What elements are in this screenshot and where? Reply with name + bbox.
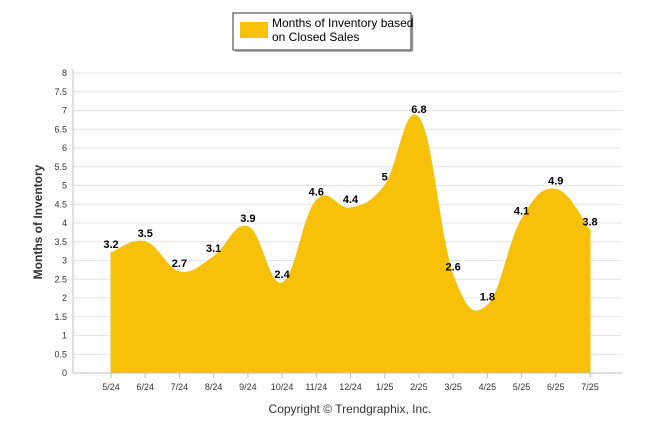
x-tick-label: 6/24 bbox=[136, 382, 154, 392]
y-tick-label: 0.5 bbox=[54, 349, 67, 359]
data-label: 2.4 bbox=[274, 269, 290, 281]
data-label: 4.9 bbox=[548, 175, 563, 187]
y-tick-label: 5 bbox=[62, 181, 67, 191]
data-label: 3.5 bbox=[138, 228, 153, 240]
x-tick-labels: 5/24 6/24 7/24 8/24 9/24 10/24 11/24 12/24 1/25 2… bbox=[102, 382, 599, 392]
y-tick-label: 3.5 bbox=[54, 237, 67, 247]
y-tick-label: 6 bbox=[62, 143, 67, 153]
data-label: 4.4 bbox=[343, 194, 359, 206]
x-tick-label: 9/24 bbox=[239, 382, 257, 392]
y-tick-label: 3 bbox=[62, 256, 67, 266]
x-tick-label: 8/24 bbox=[205, 382, 223, 392]
x-tick-label: 11/24 bbox=[305, 382, 327, 392]
x-tick-label: 5/25 bbox=[513, 382, 531, 392]
legend-label-line-1: Months of Inventory based bbox=[272, 16, 413, 30]
x-tick-label: 2/25 bbox=[410, 382, 428, 392]
y-tick-label: 8 bbox=[62, 68, 67, 78]
y-tick-label: 7.5 bbox=[54, 87, 67, 97]
x-tick-label: 10/24 bbox=[271, 382, 294, 392]
area-fill bbox=[110, 114, 591, 374]
y-tick-label: 6.5 bbox=[54, 124, 67, 134]
y-tick-label: 1 bbox=[62, 331, 67, 341]
data-label: 2.6 bbox=[445, 262, 460, 274]
y-axis-title: Months of Inventory bbox=[31, 164, 45, 279]
y-tick-label: 2.5 bbox=[54, 274, 67, 284]
y-tick-label: 4.5 bbox=[54, 199, 67, 209]
y-tick-label: 0 bbox=[62, 368, 67, 378]
legend-swatch bbox=[240, 22, 268, 38]
data-label: 6.8 bbox=[411, 104, 426, 116]
x-tick-label: 4/25 bbox=[479, 382, 497, 392]
data-label: 1.8 bbox=[480, 292, 495, 304]
copyright-footer: Copyright © Trendgraphix, Inc. bbox=[269, 402, 432, 416]
x-tick-label: 5/24 bbox=[102, 382, 120, 392]
data-label: 3.8 bbox=[582, 217, 597, 229]
data-label: 3.9 bbox=[240, 213, 255, 225]
data-label: 4.6 bbox=[309, 187, 324, 199]
data-label: 2.7 bbox=[172, 258, 187, 270]
data-label: 4.1 bbox=[514, 205, 529, 217]
data-label: 3.1 bbox=[206, 243, 221, 255]
data-label: 3.2 bbox=[103, 239, 118, 251]
y-tick-label: 7 bbox=[62, 106, 67, 116]
legend-label-line-2: on Closed Sales bbox=[272, 30, 359, 44]
y-tick-labels: 0 0.5 1 1.5 2 2.5 3 3.5 4 4.5 5 5.5 6 6.5 7 7.5 8 bbox=[54, 68, 67, 378]
y-tick-label: 1.5 bbox=[54, 312, 67, 322]
x-tick-label: 6/25 bbox=[547, 382, 565, 392]
data-label: 5 bbox=[382, 172, 388, 184]
area-series bbox=[110, 114, 591, 374]
y-tick-label: 2 bbox=[62, 293, 67, 303]
x-tick-label: 7/25 bbox=[581, 382, 599, 392]
x-tick-label: 12/24 bbox=[339, 382, 362, 392]
x-tick-label: 3/25 bbox=[444, 382, 462, 392]
legend: Months of Inventory based on Closed Sale… bbox=[232, 12, 413, 52]
y-tick-label: 4 bbox=[62, 218, 67, 228]
x-tick-label: 1/25 bbox=[376, 382, 394, 392]
y-tick-label: 5.5 bbox=[54, 162, 67, 172]
x-tick-label: 7/24 bbox=[171, 382, 189, 392]
axes bbox=[72, 69, 622, 378]
data-labels: 3.2 3.5 2.7 3.1 3.9 2.4 4.6 4.4 5 6.8 2.6 1.8 4.1 4.9… bbox=[103, 104, 597, 304]
